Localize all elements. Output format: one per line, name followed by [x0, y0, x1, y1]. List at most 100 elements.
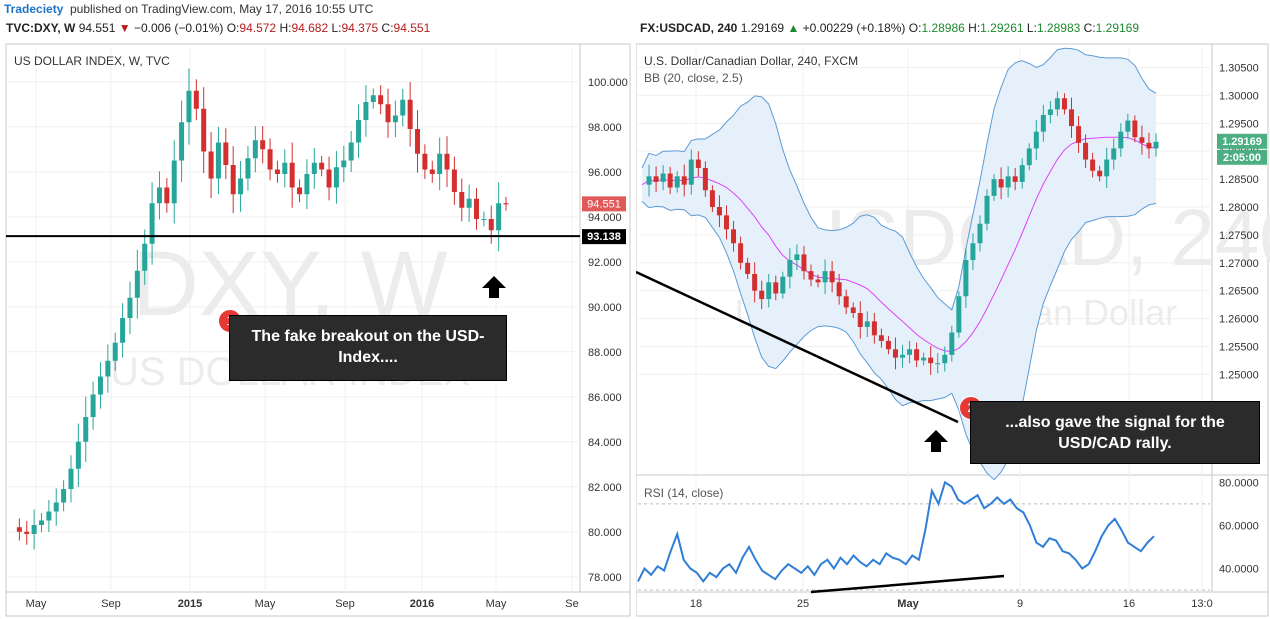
usdcad-candle [850, 307, 856, 313]
usdcad-candle [843, 296, 849, 308]
usdcad-candle [738, 243, 744, 263]
usdcad-y-tick: 1.30500 [1219, 63, 1259, 75]
dxy-candle [363, 102, 369, 120]
dxy-time-axis: May Sep 2015 May Sep 2016 May Se [26, 598, 579, 610]
usdcad-chart[interactable]: USDCAD, 240 U.S. Dollar/Canadian Dollar … [636, 40, 1270, 618]
usdcad-candle [646, 176, 652, 185]
dxy-candle [156, 187, 162, 204]
dxy-candle [171, 160, 177, 204]
usdcad-price-label-text: 1.29169 [1222, 136, 1262, 148]
dxy-candle [53, 502, 59, 512]
dxy-y-tick: 100.000 [588, 77, 628, 89]
usdcad-candle [660, 173, 666, 182]
left-open-label: O: [226, 21, 240, 35]
right-last-price: 1.29169 [740, 21, 785, 35]
usdcad-candle [752, 273, 758, 291]
usdcad-candle [935, 363, 941, 365]
usdcad-candle [808, 271, 814, 280]
dxy-candle [230, 165, 236, 195]
dxy-candle [304, 174, 310, 195]
dxy-candle [31, 525, 37, 534]
dxy-y-tick: 92.000 [588, 257, 622, 269]
usdcad-candle [836, 282, 842, 297]
usdcad-candle [759, 290, 765, 300]
usdcad-candle [681, 176, 687, 185]
dxy-x-tick: Se [565, 598, 578, 610]
left-quote-bar: TVC:DXY, W 94.551 ▼ −0.006 (−0.01%) O:94… [6, 21, 430, 35]
usdcad-title: U.S. Dollar/Canadian Dollar, 240, FXCM [644, 54, 858, 68]
usdcad-y-tick: 1.27000 [1219, 258, 1259, 270]
usdcad-candle [864, 321, 870, 327]
dxy-y-tick: 94.000 [588, 212, 622, 224]
dxy-y-tick: 84.000 [588, 437, 622, 449]
usdcad-candle [1146, 142, 1152, 149]
dxy-price-axis: 78.000 80.000 82.000 84.000 86.000 88.000 90.0… [588, 77, 628, 584]
annotation-box-2[interactable]: ...also gave the signal for the USD/CAD … [970, 401, 1260, 464]
dxy-x-tick: May [26, 598, 47, 610]
dxy-candle [333, 167, 339, 188]
right-high: 1.29261 [980, 21, 1024, 35]
right-symbol[interactable]: FX:USDCAD, 240 [640, 21, 738, 35]
usdcad-x-tick: 25 [797, 598, 809, 610]
right-close-label: C: [1083, 21, 1096, 35]
usdcad-candle [773, 282, 779, 294]
right-low-label: L: [1026, 21, 1037, 35]
usdcad-candle [653, 176, 659, 182]
dxy-level-label-text: 93.138 [587, 231, 621, 243]
usdcad-candle [1139, 137, 1145, 143]
trendline[interactable] [636, 270, 959, 424]
dxy-candle [459, 192, 465, 208]
usdcad-candle [731, 229, 737, 244]
usdcad-candle [1097, 170, 1103, 177]
rsi-axis: 40.0000 60.0000 80.0000 [1219, 477, 1259, 575]
dxy-candle [437, 153, 443, 174]
usdcad-candle [1076, 126, 1082, 143]
usdcad-candle [801, 254, 807, 272]
publisher-name[interactable]: Tradeciety [4, 2, 64, 16]
left-high-label: H: [279, 21, 292, 35]
usdcad-y-tick: 1.28000 [1219, 202, 1259, 214]
usdcad-candle [1054, 98, 1060, 110]
dxy-y-tick: 86.000 [588, 392, 622, 404]
usdcad-candle [984, 195, 990, 224]
dxy-y-tick: 98.000 [588, 122, 622, 134]
usdcad-candle [1026, 148, 1032, 166]
usdcad-candle [857, 313, 863, 327]
down-arrow-icon: ▼ [118, 21, 131, 35]
dxy-candle [466, 198, 472, 208]
usdcad-candle [1005, 176, 1011, 188]
right-open: 1.28986 [921, 21, 965, 35]
rsi-line [637, 480, 1155, 584]
rsi-y-tick: 60.0000 [1219, 520, 1259, 532]
usdcad-candle [787, 260, 793, 277]
dxy-candle [83, 417, 89, 442]
left-symbol[interactable]: TVC:DXY, W [6, 21, 76, 35]
dxy-candle [274, 169, 280, 174]
usdcad-candle [977, 223, 983, 244]
annotation-box-1[interactable]: The fake breakout on the USD-Index.... [229, 315, 507, 381]
dxy-y-tick: 90.000 [588, 302, 622, 314]
dxy-candle [238, 178, 244, 195]
rsi-trendline[interactable] [810, 574, 1005, 594]
usdcad-candle [716, 207, 722, 216]
dxy-candle [297, 187, 303, 195]
dxy-candle [245, 158, 251, 179]
dxy-candle [260, 140, 266, 150]
dxy-y-tick: 82.000 [588, 482, 622, 494]
dxy-candle [289, 162, 295, 188]
usdcad-candle [1111, 148, 1117, 160]
dxy-candle [496, 203, 502, 231]
usdcad-y-tick: 1.29500 [1219, 118, 1259, 130]
dxy-candle [134, 270, 140, 298]
dxy-candle [481, 219, 487, 220]
usdcad-candle [907, 349, 913, 355]
usdcad-candle [900, 354, 906, 358]
dxy-candles [16, 68, 509, 550]
dxy-y-tick: 88.000 [588, 347, 622, 359]
dxy-candle [223, 142, 229, 165]
dxy-y-tick: 96.000 [588, 167, 622, 179]
dxy-candle [400, 99, 406, 116]
usdcad-candle [688, 159, 694, 185]
dxy-candle [451, 169, 457, 192]
dxy-candle [252, 140, 258, 159]
